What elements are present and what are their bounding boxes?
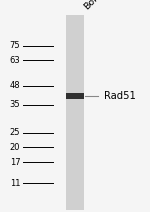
Text: 48: 48: [10, 81, 20, 90]
Text: 75: 75: [10, 41, 20, 50]
Text: 11: 11: [10, 179, 20, 188]
Text: 63: 63: [9, 56, 20, 65]
Text: Rad51: Rad51: [104, 91, 136, 102]
Text: 20: 20: [10, 143, 20, 152]
Text: 25: 25: [10, 128, 20, 137]
Text: 35: 35: [10, 100, 20, 109]
Bar: [66, 93, 84, 99]
Text: 17: 17: [10, 158, 20, 167]
Bar: [66, 15, 84, 210]
Text: Bone: Bone: [82, 0, 105, 12]
